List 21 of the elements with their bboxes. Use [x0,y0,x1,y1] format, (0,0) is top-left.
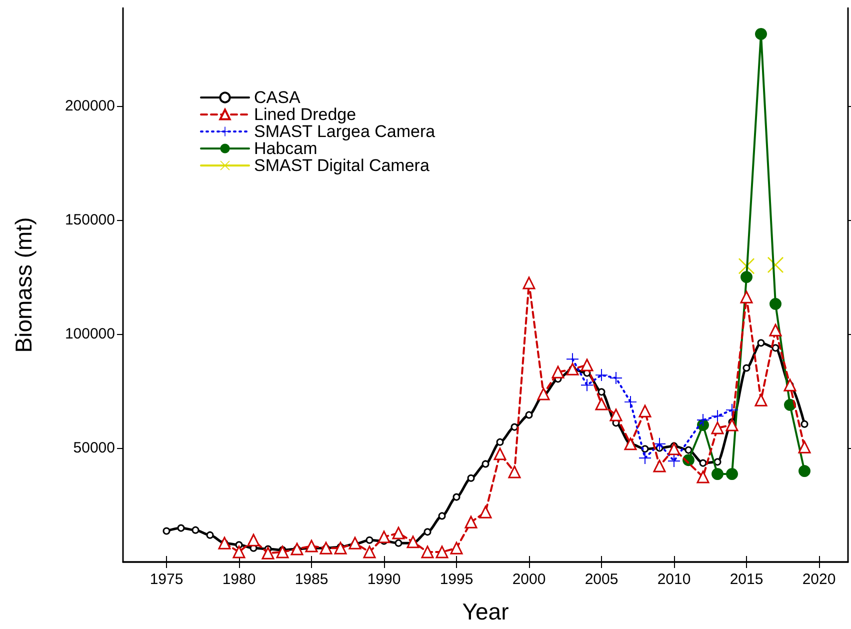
x-axis-title: Year [462,598,510,624]
legend-label: Habcam [254,139,318,158]
x-tick-label: 1995 [440,571,474,588]
legend-label: SMAST Largea Camera [254,122,436,141]
x-tick-label: 1975 [150,571,184,588]
x-tick-label: 2015 [730,571,764,588]
x-tick-label: 2010 [657,571,691,588]
x-tick-label: 1990 [367,571,401,588]
x-tick-label: 1985 [294,571,328,588]
y-axis-title: Biomass (mt) [10,217,36,353]
y-tick-label: 200000 [64,98,115,115]
x-tick-label: 2000 [512,571,546,588]
y-tick-label: 100000 [64,326,115,343]
x-tick-label: 2005 [584,571,618,588]
x-tick-label: 1980 [222,571,256,588]
x-tick-label: 2020 [802,571,836,588]
y-tick-label: 50000 [73,440,115,457]
legend-label: Lined Dredge [254,105,356,124]
legend-label: SMAST Digital Camera [254,156,430,175]
legend-label: CASA [254,88,301,107]
y-tick-label: 150000 [64,212,115,229]
